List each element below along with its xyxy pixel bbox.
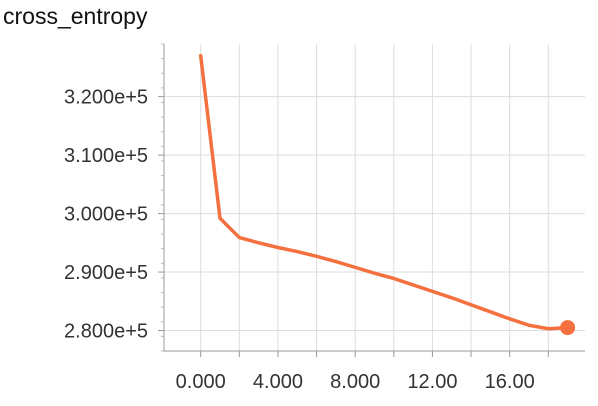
x-tick-labels: 0.000 4.000 8.000 12.00 16.00 [176,371,535,393]
x-tick-label: 12.00 [407,371,457,393]
y-tick-label: 2.900e+5 [64,262,148,284]
y-tick-label: 3.000e+5 [64,204,148,226]
chart-title: cross_entropy [3,3,148,29]
x-tick-label: 0.000 [176,371,226,393]
axes [158,43,585,357]
grid [164,44,585,351]
y-tick-labels: 2.800e+5 2.900e+5 3.000e+5 3.100e+5 3.200e+5 [64,87,148,343]
last-point-marker [560,320,576,336]
x-tick-label: 4.000 [253,371,303,393]
x-tick-label: 8.000 [330,371,380,393]
y-tick-label: 2.800e+5 [64,321,148,343]
y-tick-label: 3.200e+5 [64,87,148,109]
series-line [198,53,570,331]
x-tick-label: 16.00 [485,371,535,393]
series-layer [198,53,576,336]
y-tick-label: 3.100e+5 [64,145,148,167]
